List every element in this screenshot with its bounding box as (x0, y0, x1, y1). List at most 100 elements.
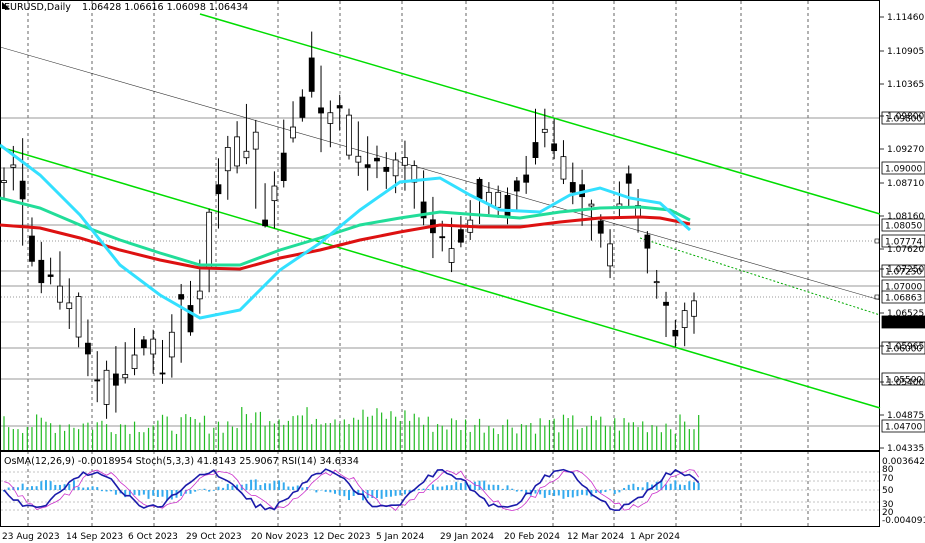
y-tick-label: 1.10905 (887, 47, 924, 57)
level-price-box (881, 372, 925, 386)
candle-body (271, 185, 278, 202)
chart-header-symbol: EURUSD,Daily (4, 2, 71, 13)
candle-body (47, 274, 54, 277)
candle-body (402, 157, 408, 166)
candle-body (551, 143, 558, 152)
candle-body (1, 180, 7, 183)
candle-body (140, 339, 147, 349)
candle-body (541, 128, 548, 133)
y-tick-label: 1.06525 (887, 309, 924, 319)
candle-body (504, 194, 511, 217)
level-price-box (881, 290, 925, 304)
candle-body (299, 96, 306, 118)
channel-left-upper-line (0, 46, 881, 301)
candle-body (364, 164, 371, 168)
candle-body (262, 219, 268, 227)
channel-upper-line (199, 13, 881, 215)
y-tick-label: 1.08160 (887, 212, 924, 222)
level-price-box (881, 419, 925, 433)
level-marker (874, 238, 880, 244)
x-tick-label: 12 Dec 2023 (313, 532, 371, 542)
level-marker (874, 294, 880, 300)
candle-body (224, 147, 231, 172)
candle-body (178, 294, 185, 300)
candle-body (420, 201, 427, 219)
level-price-label: 1.04700 (885, 423, 922, 433)
indicator-axis-label: 30 (882, 500, 894, 510)
y-tick-label: 1.05965 (887, 342, 924, 352)
stoch-signal-line (3, 469, 699, 512)
indicator-axis-label: -0.004091 (882, 516, 925, 526)
indicator-axis-label: 50 (882, 486, 894, 496)
candle-body (308, 57, 315, 92)
stoch-main-line (3, 468, 700, 512)
y-tick-label: 1.05400 (887, 378, 924, 388)
level-price-box (881, 218, 925, 232)
candle-body (588, 203, 595, 207)
candle-body (653, 281, 660, 284)
candle-body (234, 136, 241, 167)
level-price-label: 1.07250 (885, 268, 922, 278)
candle-body (187, 305, 194, 333)
level-price-box (881, 264, 925, 278)
candle-body (411, 165, 418, 183)
indicator-axis-label: 0.0036423 (882, 457, 925, 467)
indicator-axis-label: 20 (882, 508, 894, 518)
candle-body (476, 178, 483, 200)
y-tick-label: 1.09270 (887, 145, 924, 155)
level-price-label: 1.05500 (885, 376, 922, 386)
level-price-box (881, 161, 925, 175)
x-tick-label: 29 Jan 2024 (440, 532, 494, 542)
chart-header-ohlc: 1.06428 1.06616 1.06098 1.06434 (82, 2, 248, 13)
x-tick-label: 20 Feb 2024 (504, 532, 560, 542)
candle-body (318, 107, 324, 114)
candle-body (168, 331, 175, 358)
level-price-label: 1.07000 (885, 283, 922, 293)
candle-body (560, 156, 567, 180)
candle-body (681, 310, 688, 328)
y-tick-label: 1.04875 (887, 411, 924, 421)
candle-body (532, 142, 539, 158)
candle-body (94, 379, 101, 382)
trend-channel (0, 13, 881, 409)
level-price-label: 1.06434 (885, 319, 922, 329)
candle-body (513, 180, 520, 192)
y-tick-label: 1.10365 (887, 80, 924, 90)
candle-body (131, 354, 138, 370)
y-tick-label: 1.09800 (887, 112, 924, 122)
candle-body (523, 174, 530, 183)
candle-body (150, 338, 157, 355)
candle-body (215, 184, 222, 195)
x-tick-label: 14 Sep 2023 (66, 532, 123, 542)
candle-body (280, 152, 287, 181)
header-arrow-icon (2, 2, 10, 9)
candle-body (290, 126, 296, 139)
candle-body (495, 191, 502, 208)
candle-body (206, 211, 213, 269)
ma-slow-line (0, 215, 691, 271)
candle-body (392, 159, 399, 177)
ma-mid-line (0, 196, 691, 267)
indicator-panel-frame (0, 451, 880, 527)
level-price-label: 1.09000 (885, 165, 922, 175)
candle-body (122, 374, 129, 379)
candle-body (85, 342, 91, 355)
candle-body (75, 296, 82, 338)
x-tick-label: 12 Mar 2024 (567, 532, 624, 542)
candle-body (625, 173, 632, 184)
candle-body (243, 150, 250, 159)
x-tick-label: 23 Aug 2023 (2, 532, 60, 542)
candle-body (112, 373, 119, 386)
candle-body (663, 301, 669, 306)
level-price-label: 1.06000 (885, 345, 922, 355)
level-price-label: 1.08050 (885, 222, 922, 232)
candle-body (644, 234, 651, 249)
candle-body (327, 112, 334, 124)
time-axis: 23 Aug 2023 14 Sep 2023 6 Oct 2023 29 Oct 2… (2, 532, 680, 542)
x-tick-label: 6 Oct 2023 (128, 532, 178, 542)
candle-body (66, 302, 73, 310)
candle-body (252, 131, 259, 150)
candle-body (57, 285, 63, 303)
candle-body (383, 166, 390, 172)
indicator-axis-label: 80 (882, 465, 894, 475)
